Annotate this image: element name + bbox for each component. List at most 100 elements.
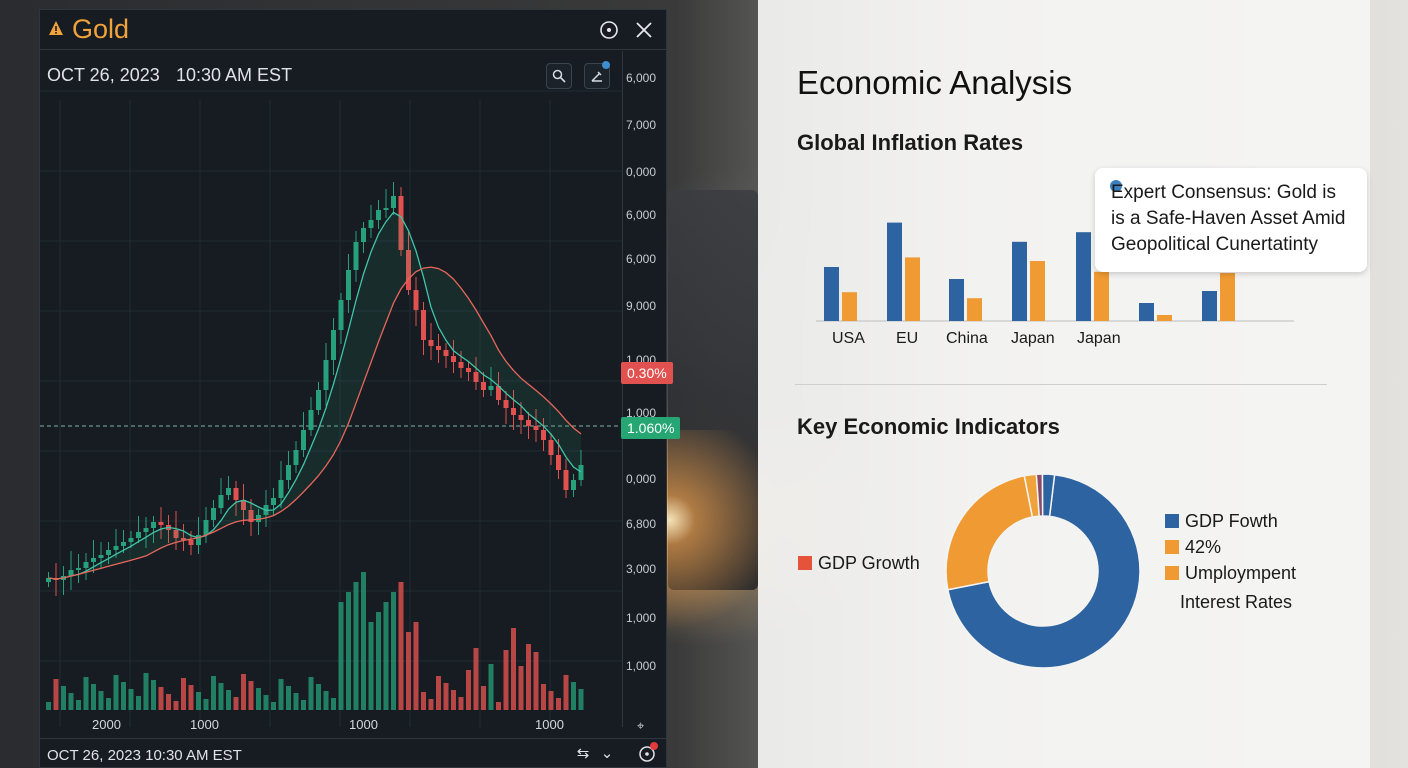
- inflation-bar-chart: [816, 222, 1294, 322]
- notification-dot: [602, 61, 610, 69]
- candle-body: [136, 532, 141, 538]
- target-icon[interactable]: [599, 20, 619, 40]
- instrument-title: Gold: [72, 14, 130, 44]
- candle-body: [458, 362, 464, 368]
- volume-bar: [136, 696, 141, 710]
- volume-bar: [421, 692, 426, 710]
- volume-bar: [263, 695, 269, 710]
- filter-icon[interactable]: ⇆: [576, 745, 590, 762]
- volume-bar: [473, 648, 479, 710]
- price-axis-divider: [622, 51, 623, 727]
- price-axis-label: 6,000: [626, 71, 657, 85]
- volume-bar: [323, 691, 329, 710]
- inflation-bar: [887, 222, 902, 321]
- candle-body: [481, 382, 486, 390]
- volume-bar: [541, 684, 546, 710]
- candle-body: [106, 550, 111, 555]
- volume-bar: [353, 582, 359, 710]
- volume-bar: [143, 673, 149, 710]
- volume-bar: [496, 702, 501, 710]
- section-divider: [795, 384, 1327, 385]
- volume-bar: [368, 622, 374, 710]
- donut-slice: [945, 474, 1034, 591]
- alert-icon[interactable]: [638, 745, 656, 763]
- legend-label: 42%: [1185, 537, 1222, 557]
- volume-bar: [53, 679, 59, 710]
- legend-swatch: [1165, 514, 1179, 528]
- chevron-down-icon[interactable]: ⌄: [600, 745, 614, 762]
- candle-body: [398, 196, 404, 250]
- volume-bar: [76, 700, 81, 710]
- legend-swatch: [1165, 566, 1179, 580]
- chart-time: 10:30 AM EST: [176, 65, 293, 85]
- candle-body: [293, 450, 299, 465]
- price-axis-label: 0,000: [626, 165, 657, 179]
- candle-body: [98, 555, 104, 558]
- candle-body: [46, 578, 51, 582]
- volume-bar: [391, 592, 396, 710]
- volume-bar: [533, 652, 539, 710]
- inflation-bar: [1202, 291, 1217, 321]
- candle-body: [368, 220, 374, 228]
- volume-bar: [256, 688, 261, 710]
- candle-body: [218, 495, 224, 508]
- candle-body: [353, 242, 359, 270]
- volume-bar: [458, 697, 464, 710]
- price-tag-green: 1.060%: [621, 417, 681, 439]
- price-axis-label: 6,800: [626, 517, 657, 531]
- candle-body: [203, 520, 209, 535]
- callout-line: is a Safe-Haven Asset Amid: [1111, 208, 1346, 229]
- volume-bar: [203, 699, 209, 710]
- volume-bar: [428, 699, 434, 710]
- candle-body: [308, 410, 314, 430]
- search-icon: [552, 69, 566, 83]
- candle-body: [443, 350, 449, 356]
- indicators-donut-chart: [945, 473, 1141, 669]
- candle-body: [496, 386, 501, 400]
- volume-bar: [548, 691, 554, 710]
- candle-body: [226, 488, 231, 495]
- volume-bar: [113, 675, 119, 710]
- inflation-bar: [1220, 273, 1235, 321]
- footer-datetime: OCT 26, 2023 10:30 AM EST: [47, 747, 242, 764]
- candle-body: [241, 500, 246, 510]
- volume-bar: [166, 694, 171, 710]
- volume-bar: [68, 693, 74, 710]
- chart-subheader: OCT 26, 2023 10:30 AM EST: [40, 51, 622, 99]
- candle-body: [323, 360, 329, 390]
- volume-bar: [398, 582, 404, 710]
- candle-body: [533, 426, 539, 430]
- inflation-bar: [1012, 241, 1027, 321]
- candle-body: [413, 290, 419, 310]
- volume-bar: [338, 602, 344, 710]
- price-axis-label: 9,000: [626, 299, 657, 313]
- volume-bar: [331, 698, 336, 710]
- volume-bar: [181, 678, 186, 710]
- volume-bar: [83, 677, 89, 710]
- volume-bar: [383, 602, 389, 710]
- price-axis-label: 0,000: [626, 472, 657, 486]
- inflation-bar: [1094, 271, 1109, 321]
- candlestick-chart[interactable]: [40, 10, 622, 727]
- volume-bar: [316, 684, 321, 710]
- volume-bar: [466, 670, 471, 710]
- candle-body: [541, 430, 546, 440]
- inflation-bar: [905, 257, 920, 321]
- volume-bar: [278, 679, 284, 710]
- close-icon[interactable]: [634, 20, 654, 40]
- volume-bar: [301, 700, 306, 710]
- candle-body: [436, 346, 441, 350]
- candle-body: [578, 465, 584, 480]
- search-button[interactable]: [546, 63, 572, 89]
- candle-body: [338, 300, 344, 330]
- candle-body: [488, 386, 494, 390]
- indicators-section-title: Key Economic Indicators: [797, 414, 1060, 439]
- volume-bar: [196, 692, 201, 710]
- time-axis-label: 1000: [349, 717, 378, 732]
- volume-bar: [293, 693, 299, 710]
- candle-body: [383, 208, 389, 210]
- draw-tool-button[interactable]: [584, 61, 610, 89]
- candle-body: [556, 455, 561, 470]
- volume-bar: [526, 644, 531, 710]
- crosshair-icon[interactable]: ⌖: [637, 718, 645, 733]
